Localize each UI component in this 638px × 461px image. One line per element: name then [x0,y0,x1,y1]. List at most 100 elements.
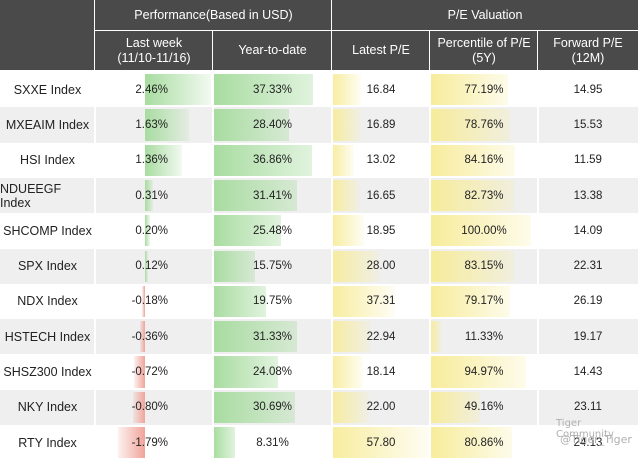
latest-pe-value: 16.65 [366,189,396,202]
row-index-name: RTY Index [18,435,77,450]
column-separator [94,142,96,178]
percentile-bar [430,285,510,318]
latest-pe-bar [332,179,361,212]
column-separator [331,107,333,143]
header-col-latest-pe: Latest P/E [332,31,430,70]
lastweek-bar [145,144,182,176]
column-separator [212,389,214,425]
percentile-bar [430,356,526,388]
column-separator [331,213,333,249]
column-separator [331,177,333,214]
column-separator [429,72,431,108]
percentile-value: 79.17% [464,295,504,308]
row-index-name: HSI Index [20,153,75,168]
header-group-pe: P/E Valuation [332,0,638,31]
ytd-bar [213,321,297,353]
column-separator [94,213,96,249]
ytd-bar [213,285,266,318]
latest-pe-value: 28.00 [366,260,396,273]
column-separator [537,72,539,108]
column-separator [212,177,214,214]
latest-pe-value: 18.14 [366,366,396,379]
latest-pe-bar [332,321,371,353]
ytd-value: 37.33% [252,83,292,96]
column-separator [429,319,431,355]
column-separator [429,389,431,425]
watermark-handle: @Tiger_Tiger [560,433,632,446]
column-separator [94,107,96,143]
percentile-bar [430,215,531,247]
column-separator [94,248,96,284]
forward-pe-value: 15.53 [573,118,603,131]
column-separator [537,213,539,249]
column-separator [212,425,214,461]
column-separator [537,142,539,178]
table-row: HSTECH Index -0.36% 31.33% 22.94 11.33% 19.17 [0,319,638,355]
ytd-value: 25.48% [252,224,292,237]
latest-pe-value: 37.31 [366,295,396,308]
latest-pe-value: 57.80 [366,436,396,449]
percentile-value: 100.00% [461,224,507,237]
lastweek-value: 2.46% [135,83,168,96]
ytd-bar [213,391,296,423]
table-row: HSI Index 1.36% 36.86% 13.02 84.16% 11.59 [0,142,638,178]
latest-pe-bar [332,109,361,141]
lastweek-bar [118,427,146,459]
column-separator [429,213,431,249]
ytd-value: 15.75% [252,260,292,273]
column-separator [94,354,96,390]
forward-pe-value: 14.43 [573,366,603,379]
ytd-bar [213,144,312,176]
column-separator [94,72,96,108]
ytd-bar [213,179,298,212]
ytd-value: 31.41% [252,189,292,202]
header-col-lastweek: Last week (11/10-11/16) [95,31,213,70]
column-separator [94,283,96,320]
watermark-community: Tiger Community [556,418,614,440]
column-separator [331,283,333,320]
table-row: SXXE Index 2.46% 37.33% 16.84 77.19% 14.95 [0,72,638,108]
latest-pe-value: 16.89 [366,118,396,131]
row-index-name: NDX Index [17,294,78,309]
table-row: SHSZ300 Index -0.72% 24.08% 18.14 94.97% 14.4… [0,354,638,390]
header-divider-group [331,0,332,70]
column-separator [212,213,214,249]
percentile-value: 83.15% [464,260,504,273]
percentile-value: 82.73% [464,189,504,202]
lastweek-bar [145,250,149,282]
header-divider-main [94,0,95,70]
column-separator [212,72,214,108]
column-separator [537,389,539,425]
lastweek-value: -0.80% [131,401,168,414]
ytd-bar [213,250,256,282]
ytd-bar [213,427,236,459]
percentile-bar [430,321,442,353]
header-col-percentile: Percentile of P/E (5Y) [430,31,538,70]
latest-pe-bar [332,285,396,318]
ytd-bar [213,74,313,106]
column-separator [94,177,96,214]
ytd-value: 8.31% [256,436,289,449]
percentile-value: 84.16% [464,154,504,167]
lastweek-value: 0.12% [135,260,168,273]
percentile-bar [430,144,515,176]
ytd-value: 30.69% [252,401,292,414]
latest-pe-bar [332,356,363,388]
header-col-ytd: Year-to-date [213,31,332,70]
latest-pe-bar [332,144,355,176]
column-separator [429,354,431,390]
forward-pe-value: 24.13 [573,436,603,449]
column-separator [537,354,539,390]
lastweek-value: 0.20% [135,224,168,237]
column-separator [537,107,539,143]
header-group-performance: Performance(Based in USD) [95,0,332,31]
latest-pe-bar [332,250,380,282]
forward-pe-value: 14.09 [573,224,603,237]
ytd-bar [213,215,282,247]
lastweek-bar [142,285,145,318]
lastweek-value: -1.79% [131,436,168,449]
table-row: NDX Index -0.18% 19.75% 37.31 79.17% 26.19 [0,283,638,320]
row-index-name: SXXE Index [13,82,82,97]
forward-pe-value: 11.59 [574,154,602,167]
column-separator [331,425,333,461]
